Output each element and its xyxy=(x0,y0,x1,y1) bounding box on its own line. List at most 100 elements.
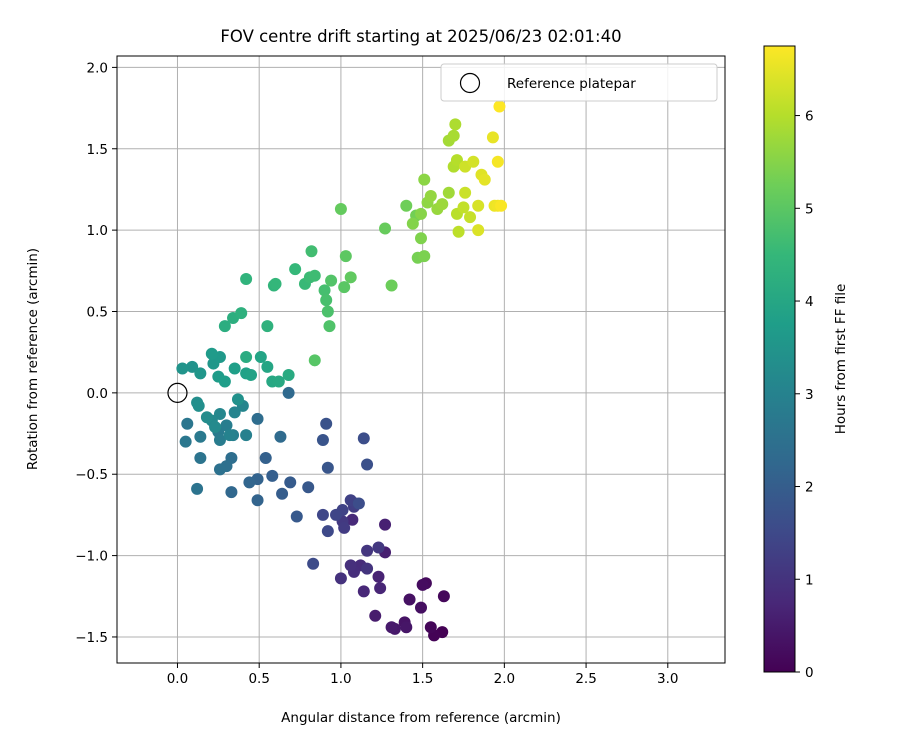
data-point xyxy=(228,406,241,419)
data-point xyxy=(307,557,320,570)
scatter-points xyxy=(176,100,508,642)
data-point xyxy=(372,570,385,583)
legend-marker-icon xyxy=(459,72,481,94)
data-point xyxy=(218,320,231,333)
data-point xyxy=(320,294,333,307)
data-point xyxy=(235,307,248,320)
data-point xyxy=(369,609,382,622)
data-point xyxy=(449,118,462,131)
data-point xyxy=(357,432,370,445)
colorbar: 0 1 2 3 4 5 6 Hours from first FF file xyxy=(763,45,849,681)
x-tick-label: 0.5 xyxy=(248,671,269,687)
data-point xyxy=(320,417,333,430)
data-point xyxy=(495,199,508,212)
data-point xyxy=(284,476,297,489)
colorbar-tick-label: 5 xyxy=(805,201,814,217)
colorbar-tick-label: 4 xyxy=(805,294,814,310)
reference-marker-group xyxy=(167,382,188,403)
x-tick-label: 0.0 xyxy=(167,671,188,687)
colorbar-tick-label: 6 xyxy=(805,109,814,125)
data-point xyxy=(472,199,485,212)
data-point xyxy=(251,494,264,507)
data-point xyxy=(334,572,347,585)
colorbar-label: Hours from first FF file xyxy=(833,284,849,435)
data-point xyxy=(323,320,336,333)
x-tick-label: 2.0 xyxy=(494,671,515,687)
data-point xyxy=(231,393,244,406)
grid-lines xyxy=(117,56,725,663)
data-point xyxy=(272,375,285,388)
data-point xyxy=(344,271,357,284)
data-point xyxy=(266,469,279,482)
legend-entry-reference-platepar: Reference platepar xyxy=(507,76,636,92)
y-tick-label: −1.0 xyxy=(75,549,108,565)
data-point xyxy=(486,131,499,144)
data-point xyxy=(209,421,222,434)
data-point xyxy=(194,451,207,464)
data-point xyxy=(240,429,253,442)
data-point xyxy=(225,486,238,499)
data-point xyxy=(240,351,253,364)
x-tick-label: 2.5 xyxy=(575,671,596,687)
data-point xyxy=(437,590,450,603)
y-axis-label: Rotation from reference (arcmin) xyxy=(25,248,41,470)
data-point xyxy=(379,222,392,235)
data-point xyxy=(478,173,491,186)
data-point xyxy=(379,518,392,531)
data-point xyxy=(316,508,329,521)
data-point xyxy=(447,129,460,142)
data-point xyxy=(321,525,334,538)
data-point xyxy=(352,497,365,510)
data-point xyxy=(334,202,347,215)
data-point xyxy=(361,544,374,557)
data-point xyxy=(464,211,477,224)
y-tick-label: −1.5 xyxy=(75,630,108,646)
legend-box xyxy=(440,63,718,102)
data-point xyxy=(274,430,287,443)
data-point xyxy=(400,621,413,634)
data-point xyxy=(220,419,233,432)
data-point xyxy=(200,411,213,424)
data-point xyxy=(442,186,455,199)
data-point xyxy=(251,412,264,425)
data-point xyxy=(321,461,334,474)
data-point xyxy=(418,173,431,186)
data-point xyxy=(223,429,236,442)
data-point xyxy=(385,279,398,292)
data-point xyxy=(254,351,267,364)
data-point xyxy=(415,232,427,245)
x-axis-ticks: 0.0 0.5 1.0 1.5 2.0 2.5 3.0 xyxy=(167,663,679,687)
x-tick-label: 1.0 xyxy=(330,671,351,687)
data-point xyxy=(290,510,303,523)
y-tick-label: 0.5 xyxy=(87,304,108,320)
colorbar-tick-label: 2 xyxy=(805,480,814,496)
data-point xyxy=(361,562,374,575)
colorbar-gradient xyxy=(763,45,796,673)
data-point xyxy=(374,582,387,595)
data-point xyxy=(403,593,416,606)
y-tick-label: 1.5 xyxy=(87,142,108,158)
data-point xyxy=(179,435,192,448)
data-point xyxy=(282,386,295,399)
data-point xyxy=(330,508,343,521)
data-point xyxy=(459,186,472,199)
colorbar-tick-label: 0 xyxy=(805,665,814,681)
data-point xyxy=(308,354,321,367)
y-tick-label: −0.5 xyxy=(75,467,108,483)
data-point xyxy=(491,155,504,168)
chart-title: FOV centre drift starting at 2025/06/23 … xyxy=(220,27,621,46)
data-point xyxy=(415,207,427,220)
data-point xyxy=(321,305,334,318)
data-point xyxy=(450,154,463,167)
data-point xyxy=(261,320,274,333)
data-point xyxy=(259,451,272,464)
data-point xyxy=(302,481,315,494)
y-axis-ticks: −1.5 −1.0 −0.5 0.0 0.5 1.0 1.5 2.0 xyxy=(75,60,117,646)
data-point xyxy=(346,513,359,526)
data-point xyxy=(289,263,302,276)
data-point xyxy=(276,487,289,500)
data-point xyxy=(316,434,329,447)
data-point xyxy=(228,362,241,375)
data-point xyxy=(181,417,194,430)
